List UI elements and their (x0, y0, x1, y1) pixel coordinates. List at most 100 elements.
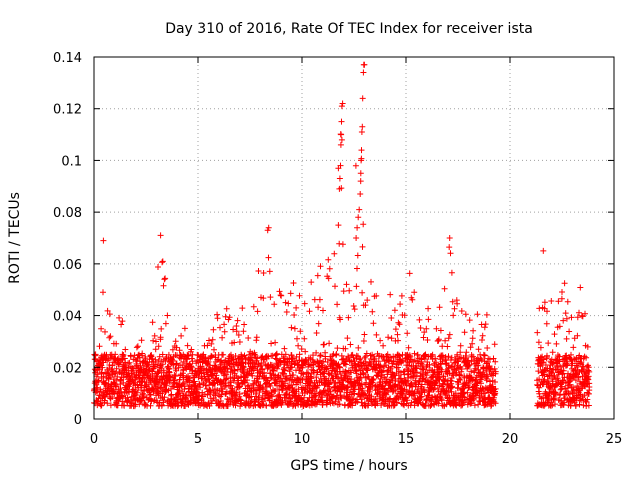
data-point (155, 343, 162, 350)
data-point (395, 337, 401, 344)
data-point (285, 300, 292, 307)
data-point (153, 373, 160, 380)
data-point (133, 344, 140, 351)
data-point (188, 363, 194, 370)
data-point (436, 374, 443, 381)
data-point (347, 341, 354, 348)
data-point (450, 312, 457, 319)
data-point (176, 376, 183, 383)
y-tick-label: 0.1 (61, 154, 82, 169)
data-point (178, 332, 185, 339)
data-point (543, 320, 550, 327)
data-point (317, 353, 323, 359)
data-point (119, 318, 126, 325)
data-point (355, 214, 362, 221)
data-point (147, 402, 154, 409)
data-point (327, 356, 334, 363)
data-point (546, 365, 553, 372)
data-point (449, 298, 456, 305)
data-point (576, 401, 583, 408)
data-point (545, 394, 552, 400)
data-point (337, 364, 343, 371)
data-point (265, 353, 272, 360)
data-point (236, 391, 243, 397)
data-point (492, 400, 499, 407)
data-point (353, 283, 360, 290)
data-point (207, 387, 214, 394)
data-point (295, 342, 302, 349)
data-point (483, 377, 490, 384)
data-point (454, 351, 461, 358)
data-point (231, 339, 238, 346)
data-point (206, 337, 212, 344)
data-point (259, 366, 266, 373)
data-point (214, 315, 221, 322)
data-point (361, 61, 368, 68)
data-point (492, 385, 499, 392)
data-point (538, 360, 545, 367)
data-point (353, 235, 360, 241)
data-point (541, 299, 548, 306)
data-point (244, 377, 251, 384)
data-point (438, 397, 445, 404)
data-point (157, 232, 164, 239)
data-point (555, 298, 562, 305)
data-point (334, 301, 341, 308)
data-point (586, 368, 593, 375)
data-point (417, 363, 424, 370)
data-point (301, 394, 308, 401)
data-point (208, 353, 215, 360)
data-point (282, 299, 289, 306)
y-tick-label: 0.04 (53, 310, 82, 325)
data-point (585, 373, 592, 380)
data-point (448, 269, 455, 276)
data-point (541, 376, 548, 383)
data-point (173, 344, 180, 351)
data-point (552, 401, 558, 408)
data-point (278, 292, 285, 299)
data-point (358, 381, 365, 387)
data-point (458, 368, 465, 375)
data-point (157, 334, 164, 341)
data-point (219, 334, 226, 341)
data-point (435, 375, 442, 382)
data-points (91, 61, 593, 410)
data-point (380, 385, 387, 392)
data-point (391, 307, 398, 314)
data-point (162, 320, 169, 327)
data-point (344, 335, 351, 342)
data-point (236, 339, 243, 345)
data-point (478, 357, 485, 363)
data-point (331, 250, 338, 257)
data-point (106, 311, 113, 318)
data-point (435, 336, 442, 343)
data-point (358, 147, 365, 154)
data-point (570, 344, 577, 351)
data-point (171, 372, 178, 378)
data-point (557, 386, 564, 393)
data-point (151, 332, 158, 339)
data-point (303, 357, 310, 364)
data-point (239, 305, 246, 312)
data-point (104, 307, 111, 314)
data-point (465, 362, 472, 369)
data-point (561, 280, 568, 287)
data-point (424, 337, 431, 343)
data-point (325, 256, 332, 263)
data-point (126, 383, 133, 390)
data-point (574, 363, 581, 370)
data-point (263, 402, 270, 409)
data-point (469, 340, 476, 347)
data-point (357, 355, 364, 362)
x-tick-label: 0 (90, 432, 98, 447)
data-point (359, 95, 366, 102)
data-point (582, 310, 588, 317)
data-point (322, 355, 329, 362)
data-point (326, 340, 333, 347)
data-point (265, 254, 272, 261)
data-point (456, 355, 463, 362)
data-point (149, 355, 156, 362)
data-point (281, 370, 288, 377)
data-point (482, 321, 489, 328)
data-point (189, 358, 196, 365)
